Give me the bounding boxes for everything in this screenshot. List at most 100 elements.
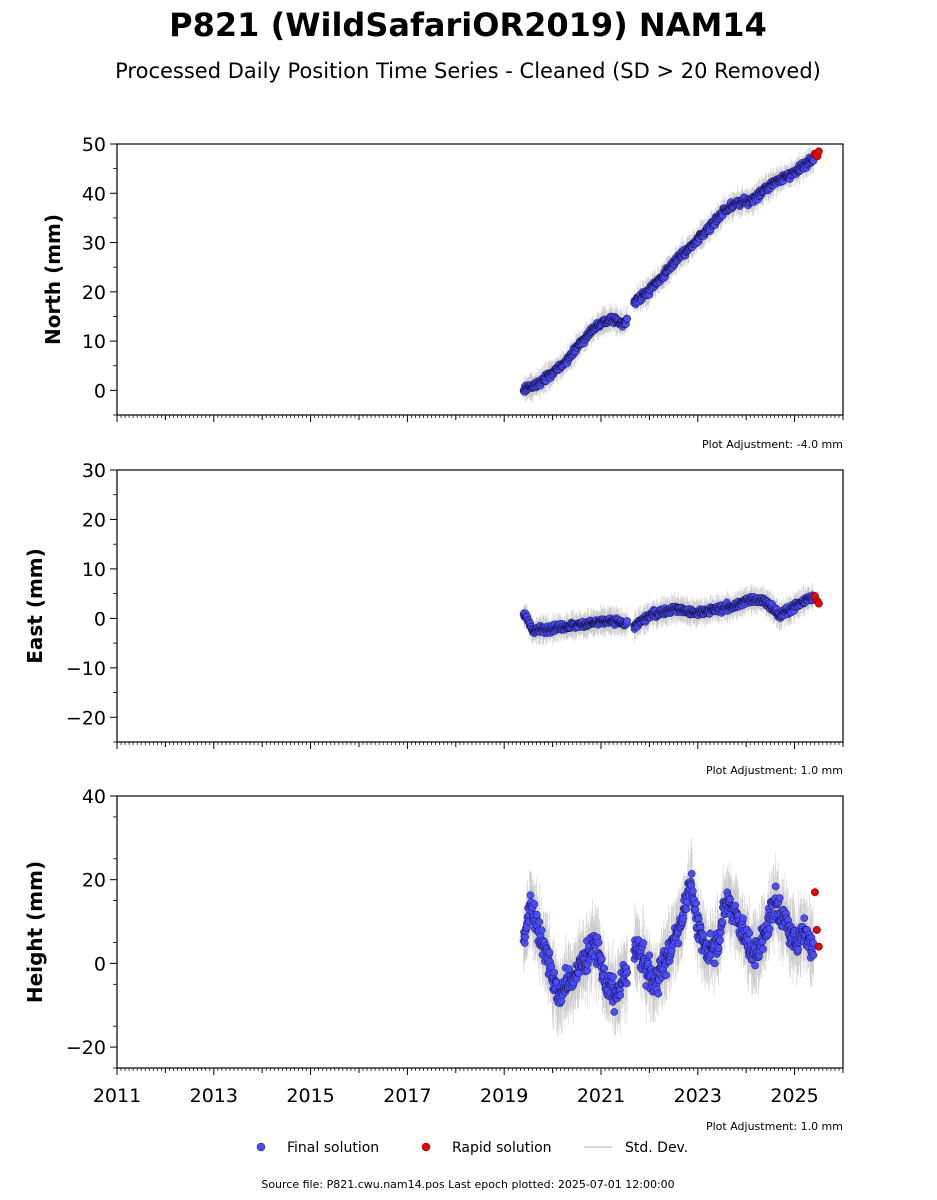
final-point: [714, 944, 723, 952]
y-tick-label: 30: [82, 460, 106, 482]
y-tick-label: 40: [82, 183, 106, 205]
chart-subtitle: Processed Daily Position Time Series - C…: [115, 59, 821, 83]
final-point: [623, 314, 631, 323]
final-point: [751, 961, 759, 970]
final-point: [526, 891, 535, 899]
final-point: [623, 968, 631, 977]
final-point: [537, 926, 546, 934]
final-point: [689, 887, 697, 896]
y-axis-label-east: East (mm): [23, 548, 47, 664]
plot-adjustment-east: Plot Adjustment: 1.0 mm: [706, 764, 843, 777]
rapid-point: [812, 925, 821, 934]
legend-rapid-label: Rapid solution: [452, 1140, 552, 1156]
plot-adjustment-north: Plot Adjustment: -4.0 mm: [702, 438, 843, 451]
final-point: [679, 914, 688, 923]
final-point: [674, 939, 683, 948]
final-point: [765, 925, 774, 933]
panel-height: 2011 2013 2015 2017 2019 2021 2023 2025 −20 0 20 40…: [23, 786, 844, 1107]
final-point: [550, 968, 558, 977]
y-tick-label: 10: [82, 559, 106, 581]
panel-north: 0 10 20 30 40 50 North (mm): [41, 134, 844, 422]
y-tick-label: 50: [82, 134, 106, 156]
final-point: [794, 945, 803, 954]
final-points-north: [519, 153, 818, 396]
final-point: [645, 951, 654, 960]
final-point: [623, 979, 631, 988]
final-point: [654, 989, 663, 998]
legend-rapid-marker: [421, 1142, 431, 1152]
y-tick-label: 0: [94, 380, 106, 402]
panel-east: −20 −10 0 10 20 30 East (mm): [23, 460, 844, 749]
y-tick-label: 0: [94, 608, 106, 630]
final-point: [535, 918, 544, 926]
final-point: [809, 951, 818, 959]
y-tick-label: 20: [82, 509, 106, 531]
x-tick-label: 2011: [93, 1085, 141, 1107]
y-tick-label: 30: [82, 233, 106, 255]
legend-stddev-label: Std. Dev.: [625, 1140, 688, 1156]
final-point: [716, 936, 724, 945]
y-tick-label: 10: [82, 331, 106, 353]
final-point: [682, 905, 691, 913]
rapid-point: [814, 599, 823, 608]
x-tick-label: 2021: [577, 1085, 625, 1107]
final-point: [533, 910, 541, 919]
series-final-height: [519, 836, 818, 1039]
legend-final-label: Final solution: [287, 1140, 379, 1156]
y-tick-label: −20: [66, 1037, 106, 1059]
final-point: [706, 929, 715, 938]
series-final-north: [519, 144, 818, 404]
final-point: [710, 959, 719, 968]
plot-adjustment-height: Plot Adjustment: 1.0 mm: [706, 1120, 843, 1133]
final-point: [692, 899, 700, 908]
rapid-point: [814, 147, 823, 156]
legend: Final solution Rapid solution Std. Dev.: [256, 1140, 688, 1156]
x-tick-label: 2015: [286, 1085, 334, 1107]
final-point: [731, 901, 740, 910]
footer-source: Source file: P821.cwu.nam14.pos Last epo…: [261, 1178, 674, 1191]
y-axis-label-height: Height (mm): [23, 861, 47, 1003]
y-tick-label: −10: [66, 658, 106, 680]
x-tick-label: 2013: [190, 1085, 238, 1107]
final-point: [609, 973, 617, 981]
final-point: [639, 939, 648, 947]
plot-frame-north: [116, 143, 844, 416]
final-point: [598, 955, 606, 963]
series-final-east: [519, 581, 818, 646]
series-rapid-north: [810, 147, 823, 161]
final-point: [687, 869, 696, 878]
y-tick-label: 0: [94, 953, 106, 975]
final-point: [575, 969, 583, 978]
y-tick-label: −20: [66, 707, 106, 729]
final-point: [718, 918, 727, 926]
final-point: [530, 900, 539, 908]
rapid-point: [810, 888, 819, 897]
y-tick-label: 20: [82, 870, 106, 892]
final-point: [800, 914, 809, 922]
final-point: [600, 964, 609, 973]
final-point: [545, 948, 554, 957]
x-tick-label: 2017: [383, 1085, 431, 1107]
final-point: [745, 929, 754, 937]
rapid-point: [814, 942, 823, 951]
final-point: [759, 945, 767, 953]
final-point: [771, 882, 780, 891]
x-tick-label: 2025: [770, 1085, 818, 1107]
final-point: [623, 617, 631, 625]
final-point: [594, 938, 603, 947]
final-points-east: [519, 591, 818, 638]
final-point: [775, 894, 784, 902]
final-point: [699, 931, 708, 940]
y-tick-label: 40: [82, 786, 106, 808]
x-tick-label: 2019: [480, 1085, 528, 1107]
x-tick-label: 2023: [674, 1085, 722, 1107]
legend-final-marker: [256, 1142, 266, 1152]
chart-title: P821 (WildSafariOR2019) NAM14: [169, 6, 767, 44]
final-point: [739, 914, 747, 922]
final-point: [610, 1008, 619, 1016]
final-point: [616, 991, 625, 999]
final-point: [662, 971, 671, 979]
y-tick-label: 20: [82, 282, 106, 304]
y-axis-label-north: North (mm): [41, 214, 65, 345]
